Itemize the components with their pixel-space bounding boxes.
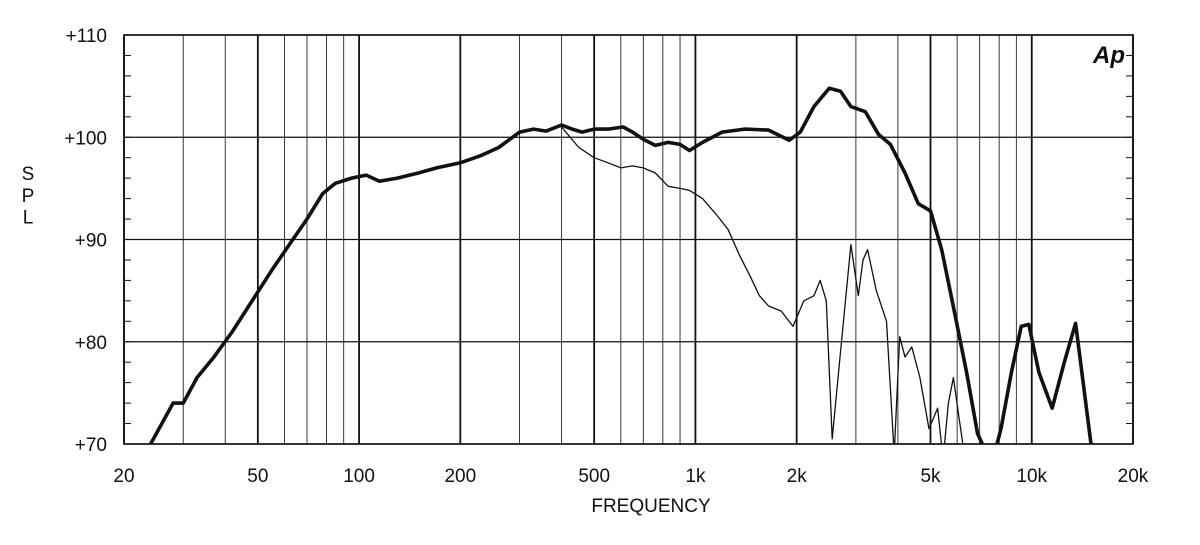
y-axis-title-letter: P xyxy=(22,186,35,207)
response-curve-thick xyxy=(148,86,1093,444)
y-axis-title-letter: L xyxy=(23,208,34,229)
y-tick-label: +110 xyxy=(66,26,107,47)
x-tick-label: 20 xyxy=(113,466,134,487)
x-tick-label: 200 xyxy=(444,466,476,487)
x-axis-ticks: 20 50 100 200 500 1k 2k 5k 10k 20k xyxy=(113,466,1148,487)
ap-logo: Ap xyxy=(1092,42,1125,69)
response-curve-thin xyxy=(560,126,964,444)
x-tick-label: 100 xyxy=(343,466,375,487)
x-tick-label: 2k xyxy=(787,466,808,487)
plot-border xyxy=(123,34,1134,445)
y-tick-label: +90 xyxy=(75,231,107,252)
x-tick-label: 5k xyxy=(920,466,941,487)
y-axis-title-letter: S xyxy=(22,164,35,185)
x-axis-title: FREQUENCY xyxy=(591,496,711,517)
y-tick-label: +70 xyxy=(75,435,107,456)
y-tick-label: +100 xyxy=(64,128,107,149)
plot-frame xyxy=(123,34,1134,445)
y-tick-label: +80 xyxy=(75,333,107,354)
series-layer xyxy=(148,86,1093,444)
x-tick-label: 1k xyxy=(685,466,706,487)
x-tick-label: 10k xyxy=(1016,466,1047,487)
x-tick-label: 50 xyxy=(247,466,268,487)
x-tick-label: 500 xyxy=(578,466,610,487)
grid xyxy=(123,34,1134,445)
x-tick-label: 20k xyxy=(1118,466,1149,487)
y-axis-ticks: +110 +100 +90 +80 +70 xyxy=(64,26,107,456)
series-group xyxy=(148,86,1093,444)
